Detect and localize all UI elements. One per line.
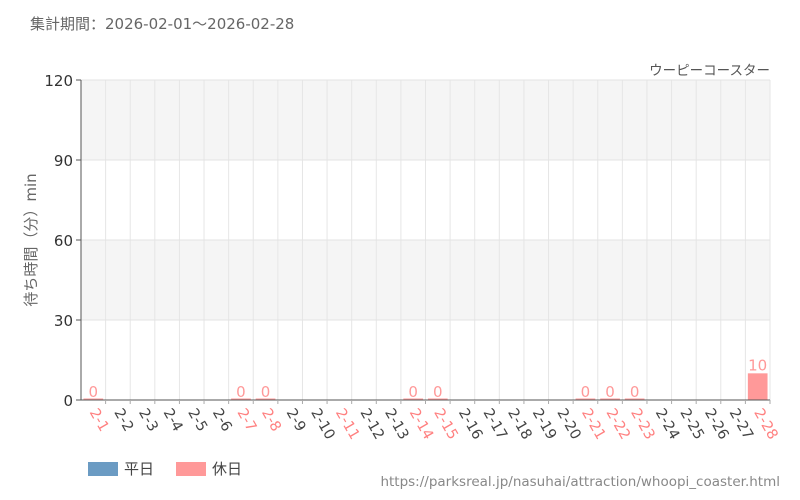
x-axis: 2-12-22-32-42-52-62-72-82-92-102-112-122…: [81, 399, 781, 443]
y-axis-label: 待ち時間（分）min: [22, 173, 40, 306]
x-tick-label: 2-10: [307, 406, 337, 443]
legend-swatch-holiday: [176, 461, 207, 476]
x-tick-label: 2-28: [750, 406, 780, 443]
x-tick-label: 2-8: [258, 406, 284, 435]
x-tick-label: 2-18: [504, 406, 534, 443]
data-label: 0: [261, 383, 271, 401]
data-label: 0: [433, 383, 443, 401]
bar: [231, 398, 251, 400]
x-tick-label: 2-24: [652, 406, 682, 443]
x-tick-label: 2-26: [701, 406, 731, 443]
x-tick-label: 2-9: [283, 406, 309, 435]
x-tick-label: 2-22: [603, 406, 633, 443]
x-tick-label: 2-19: [529, 406, 559, 443]
bar: [255, 398, 276, 400]
legend-label-weekday: 平日: [124, 460, 155, 478]
data-label: 0: [581, 383, 591, 401]
legend-item-holiday[interactable]: 休日: [176, 458, 242, 479]
bar: [624, 398, 645, 400]
data-labels: 0 0 0 0 0 0 0 010: [89, 356, 768, 401]
x-tick-label: 2-17: [480, 406, 510, 443]
x-tick-label: 2-5: [184, 406, 210, 435]
x-tick-label: 2-20: [553, 406, 583, 443]
x-tick-label: 2-16: [455, 406, 485, 443]
x-tick-label: 2-27: [726, 406, 756, 443]
y-tick-label: 60: [54, 232, 73, 250]
chart-title: ウーピーコースター: [649, 63, 770, 79]
data-label: 0: [89, 383, 99, 401]
legend-item-weekday[interactable]: 平日: [88, 458, 154, 479]
x-tick-label: 2-14: [406, 406, 436, 443]
x-tick-label: 2-13: [381, 406, 411, 443]
bar: [600, 398, 620, 400]
x-tick-label: 2-23: [627, 406, 657, 443]
x-tick-label: 2-6: [209, 406, 235, 435]
data-label: 10: [748, 356, 767, 374]
x-tick-label: 2-1: [86, 406, 112, 435]
x-tick-label: 2-25: [676, 406, 706, 443]
legend: 平日 休日: [88, 458, 264, 479]
source-url[interactable]: https://parksreal.jp/nasuhai/attraction/…: [380, 474, 780, 490]
x-tick-label: 2-3: [135, 406, 161, 435]
data-label: 0: [605, 383, 615, 401]
bar: [427, 398, 448, 400]
legend-swatch-weekday: [88, 461, 118, 476]
bar: [575, 398, 596, 400]
x-tick-label: 2-7: [233, 406, 259, 435]
x-tick-label: 2-12: [357, 406, 387, 443]
data-label: 0: [408, 383, 418, 401]
collection-period: 集計期間：2026-02-01～2026-02-28: [30, 15, 295, 33]
x-tick-label: 2-11: [332, 406, 362, 443]
bar: [403, 398, 424, 400]
y-tick-label: 90: [54, 152, 73, 170]
y-tick-label: 30: [54, 312, 73, 330]
data-label: 0: [236, 383, 246, 401]
bars: [83, 373, 768, 400]
x-tick-label: 2-2: [110, 406, 136, 435]
bar: [747, 373, 768, 400]
y-tick-label: 0: [63, 392, 73, 410]
legend-label-holiday: 休日: [212, 460, 243, 478]
x-tick-label: 2-21: [578, 406, 608, 443]
x-tick-label: 2-15: [430, 406, 460, 443]
y-axis: 0 30 60 90 120: [44, 72, 82, 410]
bar: [83, 398, 104, 400]
x-tick-label: 2-4: [160, 406, 186, 435]
y-tick-label: 120: [44, 72, 73, 90]
data-label: 0: [630, 383, 640, 401]
